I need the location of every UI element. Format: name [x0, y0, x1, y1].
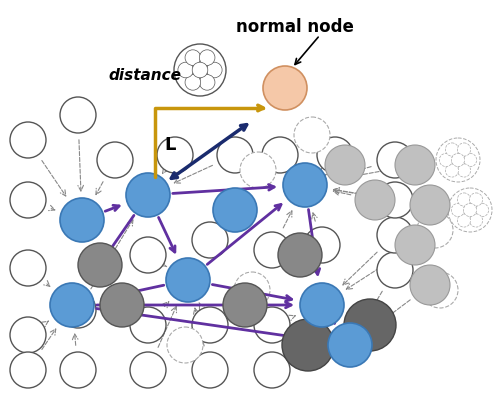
Circle shape [458, 143, 470, 156]
Circle shape [234, 272, 270, 308]
Circle shape [262, 137, 298, 173]
Circle shape [254, 232, 290, 268]
Circle shape [436, 138, 480, 182]
Circle shape [185, 50, 200, 66]
Circle shape [325, 145, 365, 185]
Circle shape [167, 327, 203, 363]
Circle shape [126, 173, 170, 217]
Circle shape [410, 265, 450, 305]
Circle shape [377, 182, 413, 218]
Circle shape [254, 352, 290, 388]
Circle shape [278, 233, 322, 277]
Circle shape [263, 66, 307, 110]
Circle shape [240, 152, 276, 188]
Circle shape [10, 182, 46, 218]
Circle shape [192, 352, 228, 388]
Circle shape [192, 222, 228, 258]
Circle shape [470, 214, 482, 227]
Text: distance: distance [108, 68, 181, 83]
Circle shape [464, 153, 476, 167]
Circle shape [417, 212, 453, 248]
Circle shape [254, 307, 290, 343]
Circle shape [317, 137, 353, 173]
Circle shape [192, 62, 208, 78]
Circle shape [192, 307, 228, 343]
Circle shape [458, 214, 470, 227]
Circle shape [440, 153, 452, 167]
Circle shape [464, 203, 476, 216]
Circle shape [300, 283, 344, 327]
Text: normal node: normal node [236, 18, 354, 36]
Circle shape [200, 75, 215, 90]
Circle shape [130, 352, 166, 388]
Circle shape [377, 142, 413, 178]
Circle shape [60, 352, 96, 388]
Circle shape [282, 319, 334, 371]
Circle shape [60, 97, 96, 133]
Circle shape [304, 227, 340, 263]
Circle shape [377, 217, 413, 253]
Circle shape [223, 283, 267, 327]
Circle shape [294, 117, 330, 153]
Circle shape [200, 50, 215, 66]
Circle shape [206, 62, 222, 78]
Circle shape [476, 203, 488, 216]
Circle shape [130, 307, 166, 343]
Circle shape [100, 283, 144, 327]
Circle shape [166, 258, 210, 302]
Circle shape [10, 317, 46, 353]
Circle shape [174, 44, 226, 96]
Circle shape [470, 193, 482, 206]
Circle shape [344, 299, 396, 351]
Circle shape [283, 163, 327, 207]
Circle shape [60, 292, 96, 328]
Circle shape [422, 272, 458, 308]
Circle shape [130, 237, 166, 273]
Circle shape [446, 143, 458, 156]
Circle shape [452, 153, 464, 167]
Text: L: L [164, 136, 175, 154]
Circle shape [217, 137, 253, 173]
Circle shape [395, 225, 435, 265]
Circle shape [213, 188, 257, 232]
Circle shape [97, 142, 133, 178]
Circle shape [50, 283, 94, 327]
Circle shape [458, 164, 470, 177]
Circle shape [458, 193, 470, 206]
Circle shape [178, 62, 194, 78]
Circle shape [410, 185, 450, 225]
Circle shape [328, 323, 372, 367]
Circle shape [446, 164, 458, 177]
Circle shape [10, 250, 46, 286]
Circle shape [452, 203, 464, 216]
Circle shape [355, 180, 395, 220]
Circle shape [157, 137, 193, 173]
Circle shape [185, 75, 200, 90]
Circle shape [395, 145, 435, 185]
Circle shape [10, 352, 46, 388]
Circle shape [377, 252, 413, 288]
Circle shape [10, 122, 46, 158]
Circle shape [448, 188, 492, 232]
Circle shape [78, 243, 122, 287]
Circle shape [60, 198, 104, 242]
